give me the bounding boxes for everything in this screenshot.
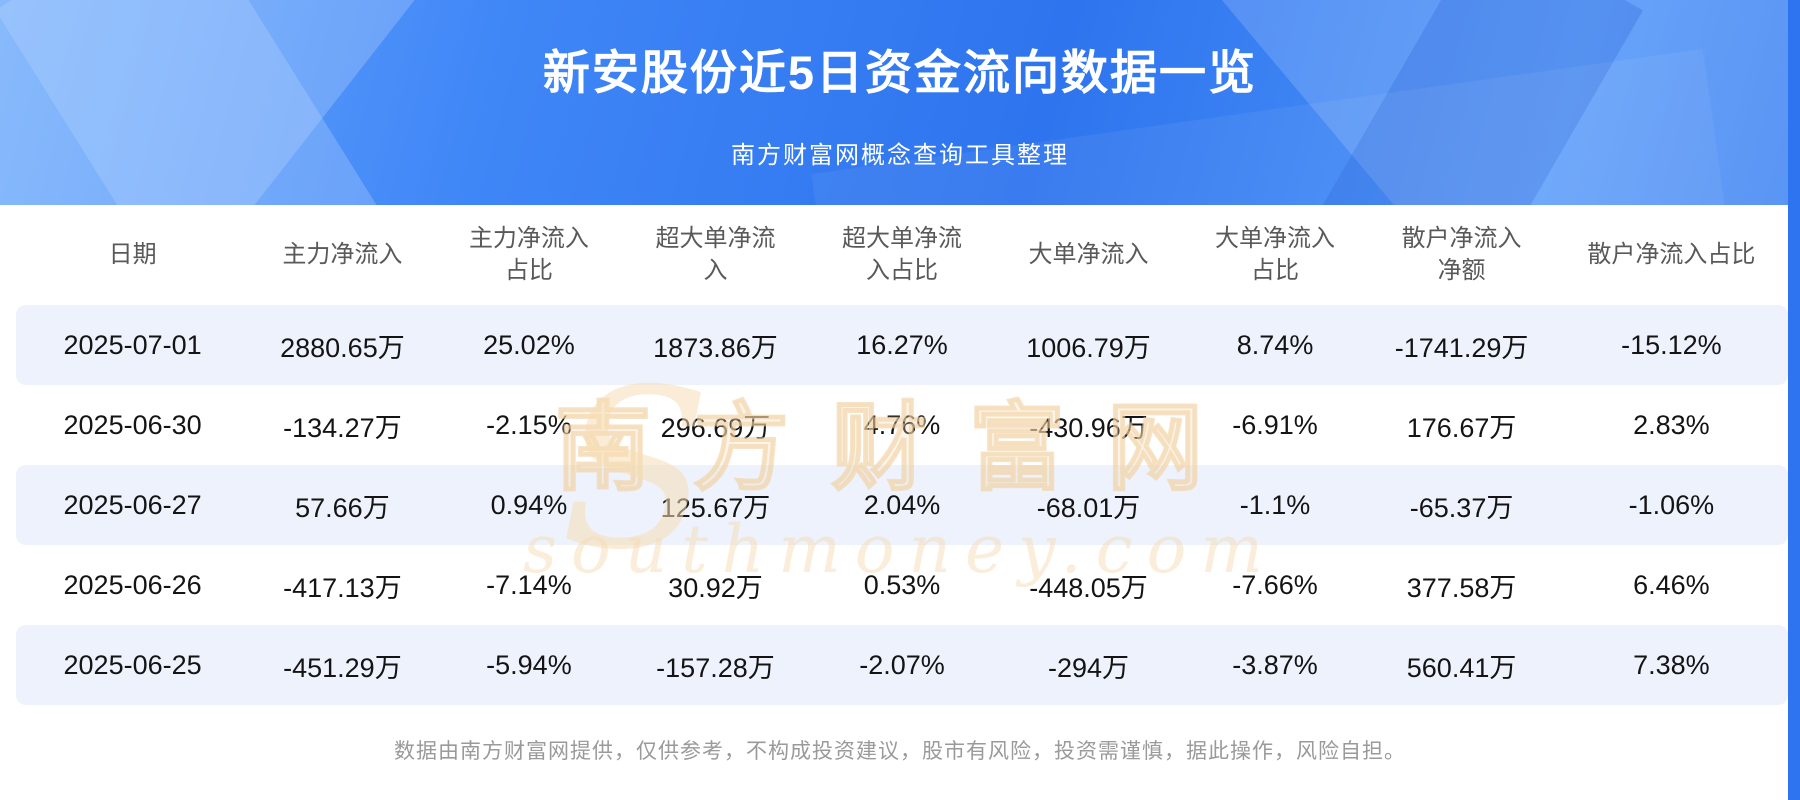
column-header-xl-order-net-inflow: 超大单净流入 (655, 224, 776, 284)
cell-large-order-net-inflow-ratio: -3.87% (1232, 649, 1318, 680)
cell-date: 2025-06-26 (63, 569, 202, 600)
page-title: 新安股份近5日资金流向数据一览 (542, 46, 1258, 99)
cell-retail-net-inflow-ratio: -15.12% (1621, 329, 1722, 360)
cell-main-net-inflow: 57.66万 (295, 492, 390, 523)
table-header-row: 日期 主力净流入 主力净流入占比 超大单净流入 超大单净流入占比 大单净流入 大… (16, 205, 1788, 305)
cell-xl-order-net-inflow: 1873.86万 (653, 332, 778, 363)
table-row: 2025-06-30 -134.27万 -2.15% 296.69万 4.76%… (16, 385, 1788, 465)
cell-main-net-inflow-ratio: -7.14% (486, 569, 572, 600)
right-edge-stripe (1788, 0, 1800, 800)
cell-date: 2025-07-01 (63, 329, 202, 360)
cell-xl-order-net-inflow-ratio: 4.76% (863, 409, 941, 440)
cell-xl-order-net-inflow: -157.28万 (656, 652, 775, 683)
disclaimer-text: 数据由南方财富网提供，仅供参考，不构成投资建议，股市有风险，投资需谨慎，据此操作… (394, 740, 1406, 763)
cell-main-net-inflow-ratio: -2.15% (486, 409, 572, 440)
cell-date: 2025-06-27 (63, 489, 202, 520)
column-header-main-net-inflow: 主力净流入 (282, 240, 403, 268)
cell-retail-net-inflow: 176.67万 (1406, 412, 1517, 443)
cell-retail-net-inflow-ratio: 7.38% (1633, 649, 1710, 680)
cell-large-order-net-inflow: -430.96万 (1029, 412, 1148, 443)
header-banner: 新安股份近5日资金流向数据一览 南方财富网概念查询工具整理 (0, 0, 1800, 205)
cell-large-order-net-inflow-ratio: -7.66% (1232, 569, 1318, 600)
cell-xl-order-net-inflow-ratio: -2.07% (859, 649, 945, 680)
column-header-main-net-inflow-ratio: 主力净流入占比 (468, 224, 589, 284)
cell-main-net-inflow-ratio: 0.94% (490, 489, 568, 520)
table-row: 2025-06-25 -451.29万 -5.94% -157.28万 -2.0… (16, 625, 1788, 705)
cell-large-order-net-inflow: -68.01万 (1036, 492, 1141, 523)
cell-large-order-net-inflow-ratio: -6.91% (1232, 409, 1318, 440)
cell-large-order-net-inflow-ratio: 8.74% (1236, 329, 1314, 360)
page-subtitle: 南方财富网概念查询工具整理 (731, 142, 1069, 169)
banner-decor-shape (1221, 0, 1800, 205)
cell-main-net-inflow: -417.13万 (283, 572, 402, 603)
banner-decor-shape (1297, 0, 1643, 205)
cell-retail-net-inflow-ratio: -1.06% (1628, 489, 1715, 520)
cell-date: 2025-06-25 (63, 649, 202, 680)
cell-xl-order-net-inflow-ratio: 16.27% (856, 329, 948, 360)
table-row: 2025-07-01 2880.65万 25.02% 1873.86万 16.2… (16, 305, 1788, 385)
cell-large-order-net-inflow-ratio: -1.1% (1239, 489, 1311, 520)
cell-main-net-inflow-ratio: 25.02% (483, 329, 575, 360)
cell-xl-order-net-inflow: 125.67万 (660, 492, 771, 523)
column-header-large-order-net-inflow-ratio: 大单净流入占比 (1215, 224, 1336, 284)
cell-large-order-net-inflow: 1006.79万 (1026, 332, 1151, 363)
cell-retail-net-inflow-ratio: 6.46% (1633, 569, 1710, 600)
column-header-large-order-net-inflow: 大单净流入 (1028, 240, 1149, 268)
cell-large-order-net-inflow: -448.05万 (1029, 572, 1148, 603)
table-row: 2025-06-26 -417.13万 -7.14% 30.92万 0.53% … (16, 545, 1788, 625)
cell-main-net-inflow: 2880.65万 (280, 332, 405, 363)
cell-retail-net-inflow: 560.41万 (1406, 652, 1517, 683)
cell-large-order-net-inflow: -294万 (1047, 652, 1130, 683)
cell-xl-order-net-inflow-ratio: 0.53% (863, 569, 941, 600)
cell-xl-order-net-inflow: 30.92万 (668, 572, 763, 603)
fund-flow-table: 日期 主力净流入 主力净流入占比 超大单净流入 超大单净流入占比 大单净流入 大… (16, 205, 1788, 705)
cell-main-net-inflow: -451.29万 (283, 652, 402, 683)
banner-decor-shape (0, 0, 405, 205)
cell-main-net-inflow-ratio: -5.94% (486, 649, 572, 680)
column-header-date: 日期 (108, 240, 157, 268)
column-header-retail-net-inflow: 散户净流入净额 (1401, 224, 1522, 284)
column-header-xl-order-net-inflow-ratio: 超大单净流入占比 (841, 224, 962, 284)
cell-xl-order-net-inflow: 296.69万 (660, 412, 771, 443)
banner-decor-shape (0, 0, 433, 205)
cell-retail-net-inflow: 377.58万 (1406, 572, 1517, 603)
table-row: 2025-06-27 57.66万 0.94% 125.67万 2.04% -6… (16, 465, 1788, 545)
column-header-retail-net-inflow-ratio: 散户净流入占比 (1587, 240, 1756, 268)
cell-date: 2025-06-30 (63, 409, 202, 440)
cell-main-net-inflow: -134.27万 (283, 412, 402, 443)
cell-retail-net-inflow-ratio: 2.83% (1633, 409, 1710, 440)
cell-retail-net-inflow: -65.37万 (1409, 492, 1514, 523)
cell-retail-net-inflow: -1741.29万 (1394, 332, 1529, 363)
cell-xl-order-net-inflow-ratio: 2.04% (863, 489, 941, 520)
